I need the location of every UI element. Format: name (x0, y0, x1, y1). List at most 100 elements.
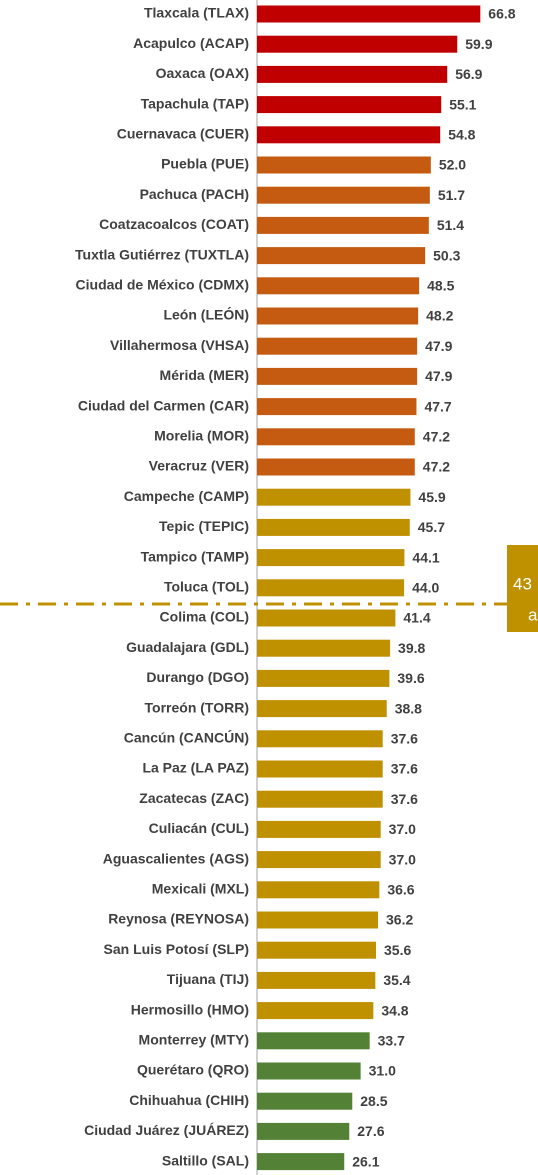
category-label: Veracruz (VER) (149, 458, 249, 474)
value-label: 38.8 (395, 700, 422, 716)
category-label: Villahermosa (VHSA) (110, 337, 249, 353)
category-label: Saltillo (SAL) (162, 1152, 249, 1168)
value-label: 34.8 (381, 1002, 408, 1018)
bar (257, 700, 387, 718)
value-label: 44.1 (412, 549, 439, 565)
category-label: La Paz (LA PAZ) (142, 760, 249, 776)
category-label: Reynosa (REYNOSA) (108, 911, 249, 927)
value-label: 27.6 (357, 1123, 384, 1139)
category-label: Ciudad de México (CDMX) (76, 277, 249, 293)
bar (257, 1002, 374, 1020)
bar (257, 367, 418, 385)
bar (257, 579, 405, 597)
category-label: San Luis Potosí (SLP) (104, 941, 249, 957)
category-label: Cuernavaca (CUER) (117, 126, 249, 142)
bar (257, 428, 415, 446)
category-label: Pachuca (PACH) (140, 186, 249, 202)
category-label: Querétaro (QRO) (137, 1062, 249, 1078)
category-label: Tijuana (TIJ) (167, 971, 249, 987)
bar (257, 760, 383, 778)
bar (257, 730, 383, 748)
bar (257, 820, 381, 838)
category-label: Tepic (TEPIC) (159, 518, 249, 534)
value-label: 45.9 (418, 489, 445, 505)
category-label: Mexicali (MXL) (152, 881, 249, 897)
category-label: Tlaxcala (TLAX) (144, 5, 249, 21)
value-label: 48.2 (426, 308, 453, 324)
value-label: 50.3 (433, 247, 460, 263)
category-label: Tuxtla Gutiérrez (TUXTLA) (75, 246, 249, 262)
category-label: Mérida (MER) (160, 367, 249, 383)
category-label: Chihuahua (CHIH) (129, 1092, 249, 1108)
bar (257, 1092, 353, 1110)
category-label: Hermosillo (HMO) (131, 1001, 249, 1017)
bar (257, 458, 415, 476)
category-label: Campeche (CAMP) (124, 488, 249, 504)
bar (257, 971, 376, 989)
value-label: 59.9 (465, 36, 492, 52)
value-label: 52.0 (439, 157, 466, 173)
value-label: 37.6 (391, 731, 418, 747)
category-label: Tampico (TAMP) (141, 548, 249, 564)
bar (257, 790, 383, 808)
bar (257, 247, 426, 265)
value-label: 47.9 (425, 368, 452, 384)
value-label: 66.8 (488, 6, 515, 22)
value-label: 37.6 (391, 791, 418, 807)
value-label: 54.8 (448, 127, 475, 143)
value-label: 26.1 (352, 1153, 379, 1169)
bar (257, 5, 481, 23)
value-label: 51.4 (437, 217, 464, 233)
bar (257, 488, 411, 506)
value-label: 36.2 (386, 912, 413, 928)
value-label: 44.0 (412, 580, 439, 596)
category-label: Morelia (MOR) (154, 428, 249, 444)
value-label: 47.2 (423, 429, 450, 445)
category-label: Aguascalientes (AGS) (103, 850, 249, 866)
bar (257, 337, 418, 355)
category-label: Ciudad Juárez (JUÁREZ) (84, 1122, 249, 1138)
value-label: 47.7 (424, 398, 451, 414)
bar (257, 216, 429, 234)
category-label: Cancún (CANCÚN) (124, 729, 249, 746)
value-label: 47.2 (423, 459, 450, 475)
category-label: Colima (COL) (160, 609, 249, 625)
category-label: Toluca (TOL) (164, 579, 249, 595)
category-label: Acapulco (ACAP) (133, 35, 249, 51)
value-label: 55.1 (449, 96, 476, 112)
bar (257, 1062, 361, 1080)
bar (257, 96, 442, 114)
value-label: 56.9 (455, 66, 482, 82)
category-label: Tapachula (TAP) (141, 95, 249, 111)
annotation-text: a (528, 605, 538, 624)
bar (257, 669, 390, 687)
bar (257, 1153, 345, 1171)
value-label: 39.8 (398, 640, 425, 656)
bar (257, 639, 391, 657)
value-label: 45.7 (418, 519, 445, 535)
category-label: Zacatecas (ZAC) (139, 790, 249, 806)
category-label: Coatzacoalcos (COAT) (99, 216, 249, 232)
category-label: Durango (DGO) (146, 669, 249, 685)
category-label: Guadalajara (GDL) (126, 639, 249, 655)
bar (257, 851, 381, 869)
value-label: 47.9 (425, 338, 452, 354)
category-label: Torreón (TORR) (145, 699, 249, 715)
category-label: Culiacán (CUL) (149, 820, 249, 836)
bar (257, 1122, 350, 1140)
value-label: 35.6 (384, 942, 411, 958)
bar (257, 911, 379, 929)
bar (257, 277, 420, 295)
bar (257, 941, 377, 959)
value-label: 51.7 (438, 187, 465, 203)
bar (257, 1032, 370, 1050)
value-label: 28.5 (360, 1093, 387, 1109)
bar (257, 156, 431, 174)
value-label: 39.6 (397, 670, 424, 686)
bar (257, 549, 405, 567)
bar (257, 609, 396, 627)
value-label: 33.7 (378, 1033, 405, 1049)
annotation-text: 43 (513, 574, 532, 593)
bar (257, 398, 417, 416)
value-label: 41.4 (403, 610, 430, 626)
